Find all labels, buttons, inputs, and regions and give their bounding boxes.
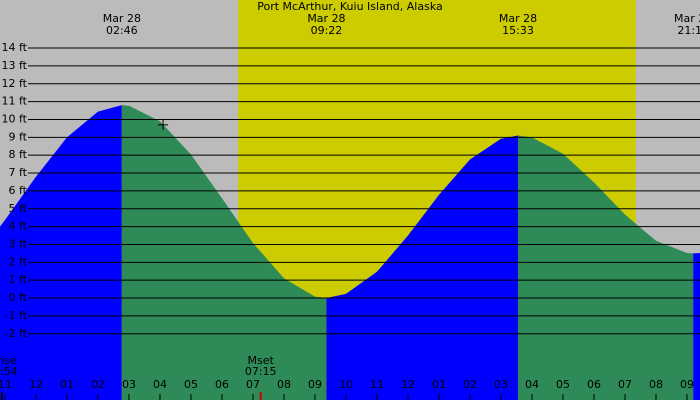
moon-event-time: 07:15 bbox=[245, 365, 277, 378]
y-tick-label: -1 ft bbox=[5, 309, 28, 322]
y-tick-label: 5 ft bbox=[9, 202, 28, 215]
y-tick-label: 13 ft bbox=[2, 59, 28, 72]
moon-event-time: 22:54 bbox=[0, 365, 18, 378]
x-tick-label: 09 bbox=[308, 378, 322, 391]
extreme-date: Mar 28 bbox=[103, 12, 141, 25]
y-tick-label: 9 ft bbox=[9, 130, 28, 143]
y-tick-label: 7 ft bbox=[9, 166, 28, 179]
y-tick-label: 6 ft bbox=[9, 184, 28, 197]
x-tick-label: 07 bbox=[618, 378, 632, 391]
y-tick-label: 0 ft bbox=[9, 291, 28, 304]
y-tick-label: 12 ft bbox=[2, 77, 28, 90]
x-tick-label: 10 bbox=[339, 378, 353, 391]
extreme-date: Mar 28 bbox=[307, 12, 345, 25]
rising-tide bbox=[693, 253, 700, 400]
moon-event-name: Mset bbox=[248, 354, 275, 367]
x-tick-label: 03 bbox=[122, 378, 136, 391]
x-tick-label: 07 bbox=[246, 378, 260, 391]
extreme-time: 21:12 bbox=[677, 24, 700, 37]
y-tick-label: -2 ft bbox=[5, 327, 28, 340]
moon-event-name: Mrise bbox=[0, 354, 17, 367]
extreme-time: 02:46 bbox=[106, 24, 138, 37]
y-tick-label: 10 ft bbox=[2, 112, 28, 125]
x-tick-label: 12 bbox=[29, 378, 43, 391]
x-tick-label: 01 bbox=[60, 378, 74, 391]
x-tick-label: 11 bbox=[370, 378, 384, 391]
x-tick-label: 06 bbox=[587, 378, 601, 391]
label-layer: Port McArthur, Kuiu Island, Alaska -2 ft… bbox=[0, 0, 700, 391]
x-tick-label: 09 bbox=[680, 378, 694, 391]
x-tick-label: 08 bbox=[277, 378, 291, 391]
x-tick-label: 01 bbox=[432, 378, 446, 391]
x-tick-label: 06 bbox=[215, 378, 229, 391]
x-tick-label: 02 bbox=[463, 378, 477, 391]
x-tick-label: 11 bbox=[0, 378, 12, 391]
y-tick-label: 2 ft bbox=[9, 255, 28, 268]
x-tick-label: 05 bbox=[556, 378, 570, 391]
y-tick-label: 1 ft bbox=[9, 273, 28, 286]
y-tick-label: 3 ft bbox=[9, 237, 28, 250]
extreme-time: 09:22 bbox=[311, 24, 343, 37]
x-tick-label: 08 bbox=[649, 378, 663, 391]
cursor-cross bbox=[158, 119, 169, 130]
x-tick-label: 04 bbox=[525, 378, 539, 391]
extreme-date: Mar 28 bbox=[674, 12, 700, 25]
y-tick-label: 14 ft bbox=[2, 41, 28, 54]
x-tick-label: 03 bbox=[494, 378, 508, 391]
x-tick-label: 02 bbox=[91, 378, 105, 391]
y-tick-label: 11 ft bbox=[2, 95, 28, 108]
x-tick-label: 12 bbox=[401, 378, 415, 391]
extreme-date: Mar 28 bbox=[499, 12, 537, 25]
grid-layer bbox=[0, 47, 700, 400]
y-tick-label: 4 ft bbox=[9, 220, 28, 233]
chart-title: Port McArthur, Kuiu Island, Alaska bbox=[257, 0, 443, 13]
rising-tide bbox=[0, 105, 122, 400]
y-tick-label: 8 ft bbox=[9, 148, 28, 161]
extreme-time: 15:33 bbox=[502, 24, 534, 37]
x-tick-label: 04 bbox=[153, 378, 167, 391]
falling-tide bbox=[121, 105, 327, 400]
x-tick-label: 05 bbox=[184, 378, 198, 391]
